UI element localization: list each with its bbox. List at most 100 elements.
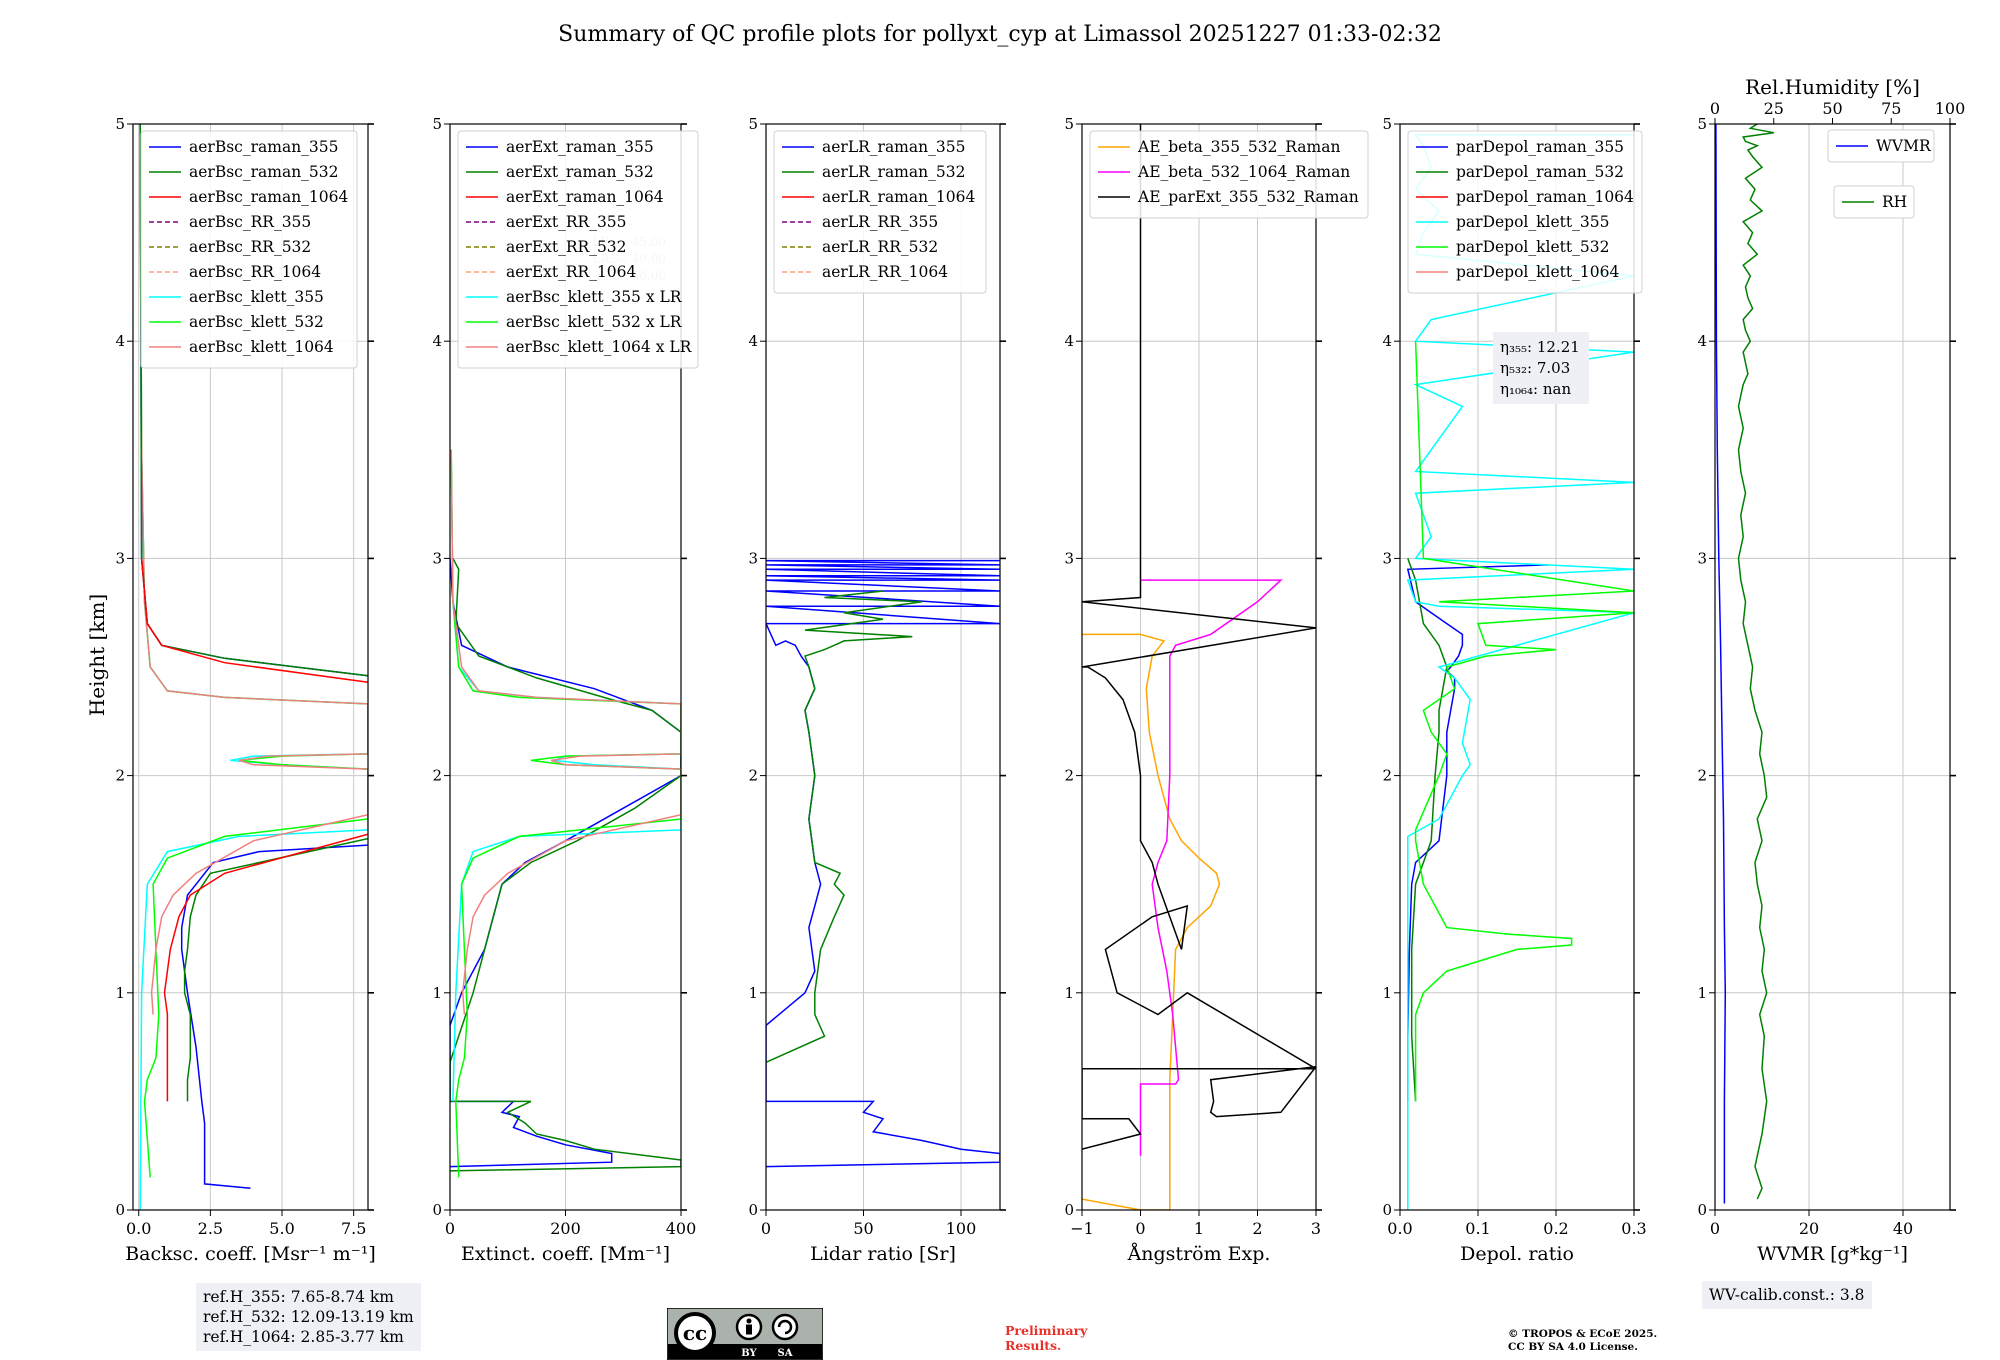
x-tick-label: 0.1 — [1465, 1219, 1490, 1238]
legend-frame — [1827, 129, 1935, 163]
x-tick-label: 2.5 — [198, 1219, 223, 1238]
panel-depol: 0.0 0.1 0.2 0.3 0 1 2 3 4 5 Depol. ratio η₃₅₅: 12.2… — [1382, 115, 1646, 1265]
legend-frame — [140, 130, 358, 369]
legend-label: parDepol_raman_1064 — [1456, 188, 1634, 206]
y-tick-label: 4 — [432, 332, 442, 350]
y-tick-label: 3 — [432, 549, 442, 567]
y-tick-label: 3 — [115, 549, 125, 567]
top-x-tick-label: 100 — [1935, 99, 1966, 118]
legend-frame — [1407, 130, 1643, 294]
axes-frame — [1399, 123, 1635, 1211]
panel-wv: 0 20 40 0 1 2 3 4 5 WVMR [g*kg⁻¹] 0 25 50 75 100 Rel.Hu… — [1697, 75, 1965, 1265]
cc-logo-text: cc — [683, 1321, 707, 1345]
eta-note-line: η₁₀₆₄: nan — [1500, 380, 1571, 398]
x-tick-label: 0 — [761, 1219, 771, 1238]
by-label: BY — [741, 1348, 757, 1359]
series-line-aerBsc_klett_1064 x LR — [450, 449, 681, 1015]
series-line-aerLR_raman_355 — [766, 559, 1000, 1168]
y-tick-label: 2 — [432, 767, 442, 785]
y-tick-label: 1 — [1697, 984, 1707, 1002]
legend-label: aerBsc_raman_1064 — [189, 188, 349, 206]
legend: aerExt_raman_355 aerExt_raman_532 aerExt_r… — [457, 130, 699, 369]
top-x-tick-label: 25 — [1764, 99, 1784, 118]
series-line-aerBsc_raman_532 — [183, 837, 368, 1102]
legend-label: aerBsc_klett_1064 — [189, 338, 334, 356]
panel-lr: 0 50 100 0 1 2 3 4 5 Lidar ratio [Sr] aerLR_raman_… — [748, 115, 1006, 1265]
y-tick-label: 3 — [748, 549, 758, 567]
series-line-aerExt_raman_532 — [450, 558, 681, 1172]
series-group — [766, 559, 1000, 1168]
copyright-note: © TROPOS & ECoE 2025. CC BY SA 4.0 Licen… — [1508, 1328, 1658, 1353]
y-tick-label: 3 — [1382, 549, 1392, 567]
y-tick-label: 1 — [748, 984, 758, 1002]
y-tick-label: 5 — [115, 115, 125, 133]
sa-icon — [771, 1313, 799, 1341]
axes-frame — [1714, 123, 1951, 1211]
legend-label: aerBsc_RR_532 — [189, 238, 311, 256]
legend-label: WVMR — [1876, 137, 1932, 155]
legend-label: aerExt_raman_355 — [506, 138, 654, 156]
y-tick-label: 2 — [1382, 767, 1392, 785]
y-tick-label: 5 — [1064, 115, 1074, 133]
x-axis-label: Depol. ratio — [1460, 1243, 1574, 1265]
x-axis-label: WVMR [g*kg⁻¹] — [1757, 1243, 1908, 1265]
y-tick-label: 2 — [748, 767, 758, 785]
legend-label: aerBsc_klett_355 x LR — [506, 288, 683, 306]
y-tick-label: 0 — [1064, 1201, 1074, 1219]
legend-label: parDepol_raman_532 — [1456, 163, 1624, 181]
top-x-tick-label: 50 — [1822, 99, 1842, 118]
legend: AE_beta_355_532_Raman AE_beta_532_1064_Ra… — [1089, 130, 1369, 219]
series-line-aerBsc_klett_1064 — [139, 124, 368, 1015]
legend: parDepol_raman_355 parDepol_raman_532 parD… — [1407, 130, 1643, 294]
x-tick-label: 0.2 — [1543, 1219, 1568, 1238]
x-tick-label: 50 — [853, 1219, 873, 1238]
x-tick-label: 200 — [550, 1219, 581, 1238]
legend: aerBsc_raman_355 aerBsc_raman_532 aerBsc_r… — [140, 130, 358, 369]
x-tick-label: 0 — [1710, 1219, 1720, 1238]
series-line-parDepol_raman_532 — [1407, 558, 1448, 1102]
series-line-parDepol_klett_355 — [1406, 134, 1634, 1210]
legend-label: AE_beta_355_532_Raman — [1137, 138, 1340, 156]
legend-label: aerBsc_raman_355 — [189, 138, 339, 156]
x-tick-label: 0.3 — [1621, 1219, 1646, 1238]
y-tick-label: 0 — [1697, 1201, 1707, 1219]
y-tick-label: 0 — [115, 1201, 125, 1219]
y-tick-label: 4 — [115, 332, 125, 350]
legend: WVMR RH — [1827, 129, 1935, 219]
legend-frame — [773, 130, 987, 294]
x-tick-label: 40 — [1893, 1219, 1913, 1238]
legend-label: aerExt_raman_532 — [506, 163, 654, 181]
x-tick-label: 3 — [1311, 1219, 1321, 1238]
x-tick-label: 0.0 — [1387, 1219, 1412, 1238]
y-tick-label: 2 — [115, 767, 125, 785]
series-line-AE_beta_532_1064_Raman — [1139, 579, 1283, 1156]
legend-label: parDepol_klett_1064 — [1456, 263, 1619, 281]
legend-label: aerExt_RR_1064 — [506, 263, 637, 281]
legend-frame — [1089, 130, 1369, 219]
legend-label: aerBsc_RR_355 — [189, 213, 311, 231]
figure-title: Summary of QC profile plots for pollyxt_… — [558, 22, 1442, 47]
legend-label: parDepol_raman_355 — [1456, 138, 1624, 156]
reference-heights-box: ref.H_355: 7.65-8.74 km ref.H_532: 12.09… — [196, 1283, 421, 1351]
legend-label: aerBsc_klett_532 — [189, 313, 324, 331]
legend: aerLR_raman_355 aerLR_raman_532 aerLR_rama… — [773, 130, 987, 294]
y-tick-label: 1 — [1382, 984, 1392, 1002]
y-tick-label: 0 — [1382, 1201, 1392, 1219]
x-axis-label: Backsc. coeff. [Msr⁻¹ m⁻¹] — [125, 1243, 376, 1265]
series-group — [450, 449, 681, 1178]
y-tick-label: 5 — [1697, 115, 1707, 133]
x-tick-label: 1 — [1194, 1219, 1204, 1238]
axes-frame — [132, 123, 369, 1211]
wv-calib-box: WV-calib.const.: 3.8 — [1702, 1281, 1872, 1309]
y-tick-label: 5 — [432, 115, 442, 133]
y-tick-label: 1 — [115, 984, 125, 1002]
top-x-tick-label: 0 — [1710, 99, 1720, 118]
x-tick-label: 0 — [1135, 1219, 1145, 1238]
shared-y-axis-label: Height [km] — [85, 594, 109, 716]
top-x-tick-label: 75 — [1881, 99, 1901, 118]
legend-label: aerLR_RR_1064 — [822, 263, 948, 281]
x-tick-label: 0 — [445, 1219, 455, 1238]
series-line-aerBsc_raman_1064_upper — [140, 558, 368, 683]
series-line-AE_parExt_355_532_Raman — [1082, 124, 1316, 1150]
